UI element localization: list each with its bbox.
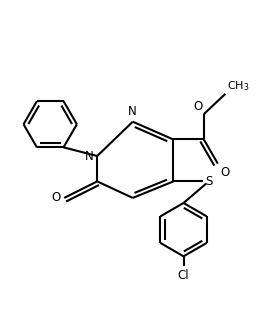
Text: N: N	[128, 105, 137, 118]
Text: O: O	[51, 191, 60, 204]
Text: O: O	[193, 100, 202, 113]
Text: Cl: Cl	[178, 269, 189, 282]
Text: S: S	[205, 175, 212, 188]
Text: O: O	[220, 166, 230, 179]
Text: CH$_3$: CH$_3$	[227, 79, 249, 93]
Text: N: N	[85, 149, 93, 163]
